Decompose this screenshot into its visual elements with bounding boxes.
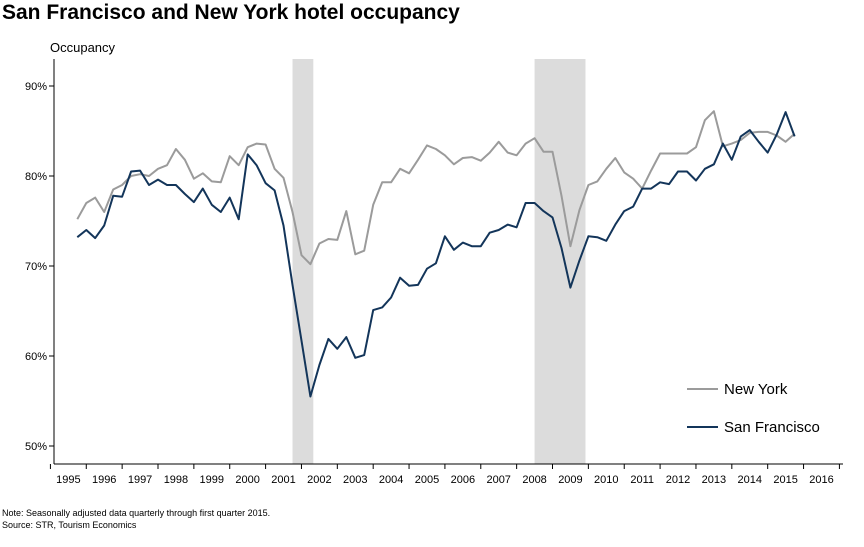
- note-text: Note: Seasonally adjusted data quarterly…: [2, 508, 271, 518]
- x-tick-label: 1996: [92, 474, 116, 486]
- x-tick-label: 2002: [307, 474, 331, 486]
- y-tick-label: 50%: [25, 441, 47, 453]
- axes: 50% 60% 70% 80% 90% 1995 1996 1997 1998 1999 2000 2…: [25, 59, 843, 486]
- x-tick-label: 2009: [558, 474, 582, 486]
- x-tick-label: 2012: [666, 474, 690, 486]
- recession-shading: [292, 59, 586, 464]
- recession-bar-1: [292, 59, 314, 464]
- legend: New York San Francisco: [687, 381, 820, 436]
- y-tick-label: 70%: [25, 261, 47, 273]
- x-tick-label: 2013: [702, 474, 726, 486]
- x-tick-label: 2006: [451, 474, 475, 486]
- footnote: Note: Seasonally adjusted data quarterly…: [2, 507, 270, 531]
- series-line-new-york: [76, 110, 796, 266]
- y-tick-label: 90%: [25, 81, 47, 93]
- x-tick-label: 2014: [738, 474, 762, 486]
- x-tick-label: 2016: [809, 474, 833, 486]
- y-tick-label: 80%: [25, 171, 47, 183]
- series-line-san-francisco: [76, 111, 796, 398]
- y-axis-label: Occupancy: [50, 40, 116, 55]
- source-text: Source: STR, Tourism Economics: [2, 520, 137, 530]
- x-tick-label: 2005: [415, 474, 439, 486]
- x-tick-label: 2001: [271, 474, 295, 486]
- recession-bar-2: [534, 59, 586, 464]
- x-tick-label: 1997: [128, 474, 152, 486]
- x-tick-label: 2008: [522, 474, 546, 486]
- legend-label: San Francisco: [724, 419, 820, 436]
- legend-label: New York: [724, 381, 788, 398]
- x-tick-label: 2004: [379, 474, 403, 486]
- chart-title: San Francisco and New York hotel occupan…: [2, 1, 460, 24]
- x-tick-label: 1998: [164, 474, 188, 486]
- series-lines: [76, 110, 796, 398]
- x-tick-label: 1995: [56, 474, 80, 486]
- x-tick-label: 2003: [343, 474, 367, 486]
- x-tick-label: 2011: [630, 474, 654, 486]
- x-tick-label: 2000: [235, 474, 259, 486]
- x-tick-label: 2015: [773, 474, 797, 486]
- x-tick-label: 1999: [200, 474, 224, 486]
- x-tick-label: 2007: [486, 474, 510, 486]
- line-chart: 50% 60% 70% 80% 90% 1995 1996 1997 1998 1999 2000 2…: [25, 59, 843, 486]
- y-tick-label: 60%: [25, 351, 47, 363]
- x-tick-label: 2010: [594, 474, 618, 486]
